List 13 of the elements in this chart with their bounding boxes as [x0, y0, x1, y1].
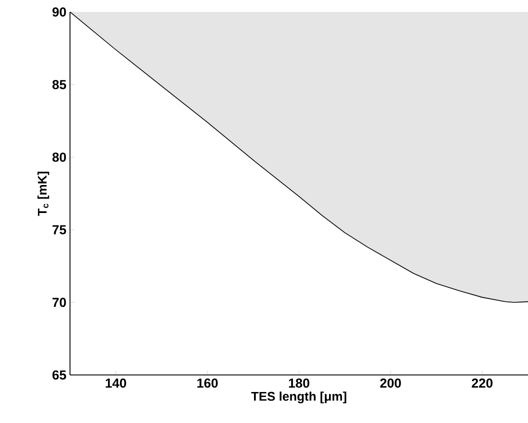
y-tick-label: 80	[52, 152, 66, 162]
x-tick-label: 160	[197, 378, 218, 388]
x-axis-title: TES length [μm]	[251, 392, 346, 404]
x-tick-label: 200	[380, 378, 401, 388]
y-tick-label: 85	[52, 80, 66, 90]
y-tick-label: 65	[52, 370, 66, 380]
y-tick-label: 70	[52, 298, 66, 307]
y-tick-label: 90	[52, 7, 66, 17]
x-tick-label: 220	[472, 378, 493, 388]
y-axis-title: T$_{c}$ [mK]	[37, 172, 50, 216]
x-tick-label: 140	[106, 378, 126, 388]
x-tick-label: 180	[288, 378, 310, 388]
y-tick-label: 75	[52, 225, 66, 234]
